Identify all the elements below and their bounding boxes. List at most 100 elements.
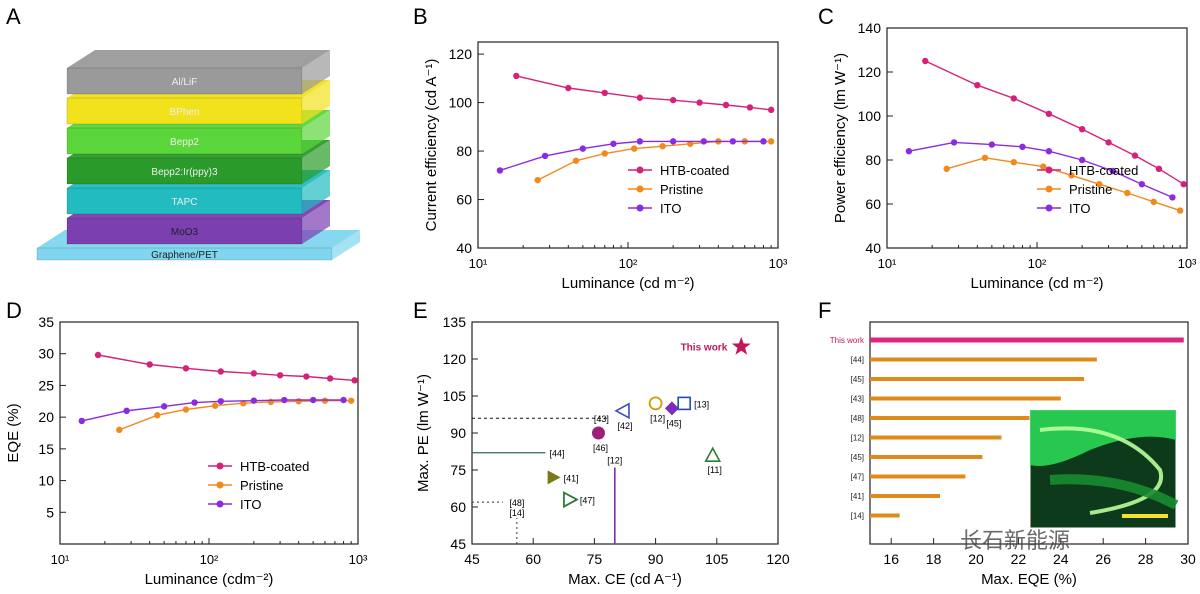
bar-category-label: [45] xyxy=(851,375,864,384)
data-point-htb-coated xyxy=(722,101,730,109)
data-point-pristine xyxy=(1176,207,1184,214)
series-line-htb-coated xyxy=(97,354,355,382)
y-tick-label: 20 xyxy=(38,409,54,425)
y-axis-label: Max. PE (lm W⁻¹) xyxy=(415,374,432,492)
x-tick-label: 10² xyxy=(1028,256,1047,271)
bar-44 xyxy=(870,357,1097,362)
y-tick-label: 5 xyxy=(46,504,54,520)
bar-45 xyxy=(870,455,983,459)
x-tick-label: 22 xyxy=(1011,551,1027,567)
x-tick-label: 10² xyxy=(200,552,219,567)
legend-marker xyxy=(636,166,644,174)
data-point-htb-coated xyxy=(276,372,284,379)
data-point-htb-coated xyxy=(601,89,608,97)
y-tick-label: 80 xyxy=(456,143,472,159)
plot-frame xyxy=(477,41,779,249)
data-point-ito xyxy=(496,167,504,174)
data-point-htb-coated xyxy=(1131,152,1139,159)
data-point-htb-coated xyxy=(922,57,929,65)
marker-circle-half xyxy=(591,426,605,440)
y-axis-label: Current efficiency (cd A⁻¹) xyxy=(423,59,440,232)
data-point-pristine xyxy=(116,426,123,434)
x-tick-label: 26 xyxy=(1095,551,1111,567)
data-point-ito xyxy=(669,138,677,145)
layer-side-face xyxy=(332,230,360,260)
data-point-ito xyxy=(1078,156,1086,164)
legend-marker xyxy=(1045,204,1053,212)
data-point-ito xyxy=(950,139,958,146)
legend-marker xyxy=(636,185,644,193)
data-point-htb-coated xyxy=(1155,165,1163,172)
y-tick-label: 60 xyxy=(865,196,881,212)
y-tick-label: 120 xyxy=(443,351,467,367)
point-label: [43] xyxy=(594,414,609,424)
marker-square xyxy=(677,396,691,411)
data-point-pristine xyxy=(981,154,989,161)
data-point-pristine xyxy=(1068,172,1075,179)
bar-47 xyxy=(870,474,966,479)
point-label: [13] xyxy=(694,399,709,409)
data-point-ito xyxy=(78,417,85,425)
series-line-ito xyxy=(81,399,344,422)
plot-frame xyxy=(869,321,1189,545)
data-point-pristine xyxy=(572,157,580,164)
point-label: [12] xyxy=(607,456,622,466)
x-tick-label: 75 xyxy=(587,551,603,567)
data-point-pristine xyxy=(1096,181,1103,188)
data-point-pristine xyxy=(347,397,355,404)
data-point-ito xyxy=(250,397,258,404)
x-tick-label: 20 xyxy=(968,551,984,567)
series-line-htb-coated xyxy=(925,60,1185,185)
data-point-htb-coated xyxy=(974,82,981,89)
point-label: [47] xyxy=(580,496,595,506)
data-point-htb-coated xyxy=(746,104,754,111)
y-tick-label: 105 xyxy=(443,388,467,404)
x-axis-label: Luminance (cd m⁻²) xyxy=(562,275,695,292)
data-point-htb-coated xyxy=(565,84,572,92)
layer-side-face xyxy=(302,80,330,124)
x-tick-label: 10³ xyxy=(769,256,788,271)
data-point-htb-coated xyxy=(250,370,258,377)
y-tick-label: 135 xyxy=(443,314,467,330)
legend-marker xyxy=(1045,166,1053,174)
layer-side-face xyxy=(302,140,330,184)
y-tick-label: 60 xyxy=(450,499,466,515)
data-point-htb-coated xyxy=(94,351,102,359)
data-point-htb-coated xyxy=(1078,126,1086,133)
marker-triangle-left xyxy=(614,402,630,420)
data-point-ito xyxy=(160,403,168,410)
marker-triangle-right-open xyxy=(563,491,579,509)
layer-front-face xyxy=(66,217,303,245)
bar-category-label: [45] xyxy=(851,453,864,462)
bar-category-label: [47] xyxy=(851,473,864,482)
inset-curved-film xyxy=(1049,474,1179,510)
data-point-ito xyxy=(1109,167,1116,175)
marker-star xyxy=(731,336,751,355)
data-point-htb-coated xyxy=(513,72,520,80)
chart-b-current-efficiency: 10¹ 10² 10³ 40 60 80 100 120 Luminance (cd m⁻²) C… xyxy=(423,41,788,292)
y-tick-label: 75 xyxy=(450,462,466,478)
legend-label: ITO xyxy=(1069,201,1090,216)
y-axis-label: Power efficiency (lm W⁻¹) xyxy=(832,53,849,223)
data-point-ito xyxy=(541,152,549,160)
layer-side-face xyxy=(302,200,330,244)
data-point-pristine xyxy=(659,143,666,150)
series-line-pristine xyxy=(119,400,352,431)
data-point-pristine xyxy=(767,138,775,145)
x-tick-label: 18 xyxy=(926,551,942,567)
layer-side-face xyxy=(302,110,330,154)
data-point-htb-coated xyxy=(182,365,190,372)
y-tick-label: 90 xyxy=(450,425,466,441)
x-tick-label: 30 xyxy=(1180,551,1196,567)
bar-45 xyxy=(870,377,1085,381)
x-tick-label: 105 xyxy=(705,551,729,567)
data-point-ito xyxy=(636,138,644,145)
bar-category-label: [48] xyxy=(851,414,864,423)
layer-front-face xyxy=(66,127,303,155)
data-point-pristine xyxy=(943,165,950,172)
data-point-pristine xyxy=(182,406,190,413)
bar-category-label: [41] xyxy=(851,492,864,501)
data-point-ito xyxy=(700,138,707,145)
panel-label-c: C xyxy=(818,4,834,29)
